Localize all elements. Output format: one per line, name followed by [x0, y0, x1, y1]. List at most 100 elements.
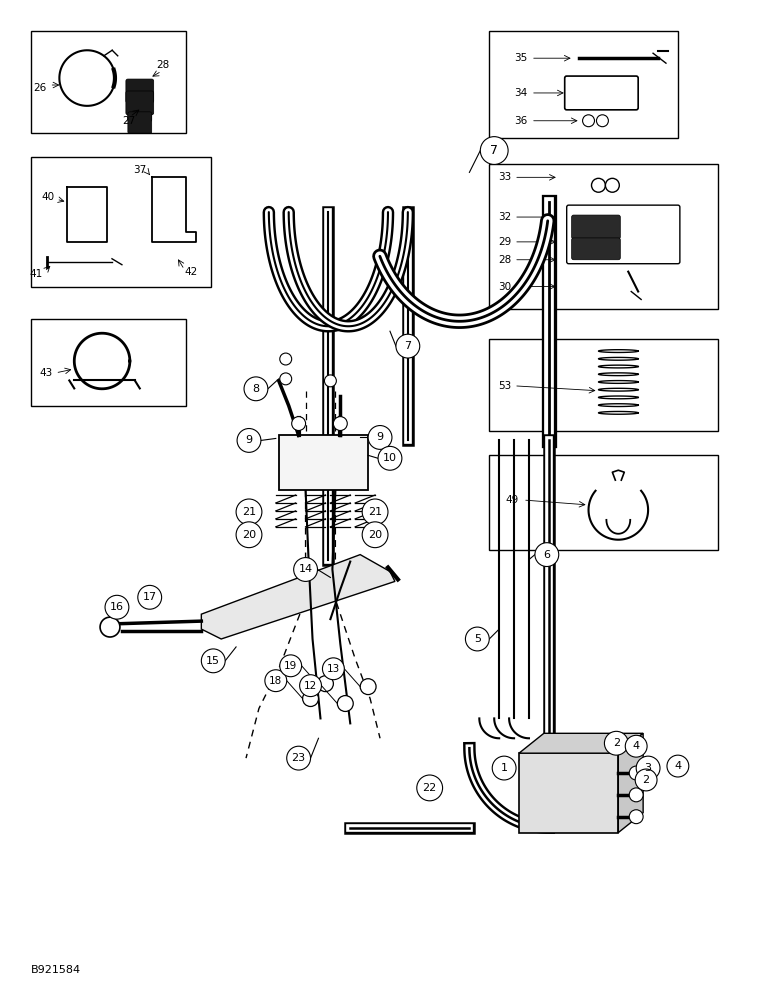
Polygon shape	[201, 555, 395, 639]
Circle shape	[236, 499, 262, 525]
Circle shape	[466, 627, 489, 651]
Text: 8: 8	[252, 384, 259, 394]
Circle shape	[667, 755, 689, 777]
FancyBboxPatch shape	[567, 205, 680, 264]
Circle shape	[279, 373, 292, 385]
Circle shape	[265, 670, 286, 692]
Circle shape	[378, 446, 402, 470]
Text: 34: 34	[513, 88, 527, 98]
Circle shape	[286, 746, 310, 770]
Text: 12: 12	[304, 681, 317, 691]
Polygon shape	[519, 733, 643, 753]
Circle shape	[236, 522, 262, 548]
FancyBboxPatch shape	[126, 91, 154, 115]
Text: 10: 10	[383, 453, 397, 463]
Text: 32: 32	[498, 212, 511, 222]
Text: 6: 6	[543, 550, 550, 560]
Bar	[489, 31, 678, 138]
Text: 30: 30	[498, 282, 511, 292]
Circle shape	[279, 655, 302, 677]
Text: 41: 41	[29, 269, 42, 279]
Circle shape	[303, 691, 319, 707]
Text: 27: 27	[122, 116, 135, 126]
Circle shape	[480, 137, 508, 164]
Circle shape	[137, 585, 161, 609]
Text: 40: 40	[41, 192, 54, 202]
Text: B921584: B921584	[31, 965, 81, 975]
Circle shape	[368, 426, 392, 449]
Circle shape	[201, 649, 225, 673]
Bar	[31, 319, 187, 406]
Text: 9: 9	[245, 435, 252, 445]
Circle shape	[292, 417, 306, 431]
Text: 2: 2	[642, 775, 650, 785]
Text: 28: 28	[498, 255, 511, 265]
Circle shape	[317, 676, 334, 692]
Circle shape	[629, 766, 643, 780]
Circle shape	[635, 769, 657, 791]
Text: 7: 7	[405, 341, 411, 351]
Text: 26: 26	[33, 83, 46, 93]
Bar	[31, 31, 187, 133]
Text: 43: 43	[39, 368, 52, 378]
Circle shape	[604, 731, 628, 755]
Text: 21: 21	[368, 507, 382, 517]
Circle shape	[597, 115, 608, 127]
Circle shape	[493, 756, 516, 780]
Text: 53: 53	[498, 381, 511, 391]
Bar	[519, 753, 618, 833]
Circle shape	[417, 775, 442, 801]
Circle shape	[361, 679, 376, 695]
Circle shape	[362, 522, 388, 548]
Circle shape	[300, 675, 321, 697]
Text: 14: 14	[299, 564, 313, 574]
Circle shape	[636, 756, 660, 780]
FancyBboxPatch shape	[128, 112, 152, 134]
Text: 21: 21	[242, 507, 256, 517]
Circle shape	[625, 735, 647, 757]
Circle shape	[279, 353, 292, 365]
Text: 15: 15	[206, 656, 220, 666]
Text: 23: 23	[292, 753, 306, 763]
Circle shape	[535, 543, 559, 567]
Text: 36: 36	[513, 116, 527, 126]
Bar	[489, 339, 718, 431]
Text: 28: 28	[157, 60, 170, 70]
Text: 19: 19	[284, 661, 297, 671]
Bar	[489, 455, 718, 550]
FancyBboxPatch shape	[126, 79, 154, 103]
Text: 49: 49	[506, 495, 519, 505]
Circle shape	[105, 595, 129, 619]
Circle shape	[323, 658, 344, 680]
Text: 29: 29	[498, 237, 511, 247]
Text: 4: 4	[632, 741, 640, 751]
Text: 1: 1	[501, 763, 508, 773]
Text: 4: 4	[674, 761, 682, 771]
Text: 9: 9	[377, 432, 384, 442]
Circle shape	[337, 696, 354, 711]
Circle shape	[591, 178, 605, 192]
Bar	[31, 157, 212, 287]
Text: 3: 3	[645, 763, 652, 773]
FancyBboxPatch shape	[571, 238, 620, 260]
Text: 42: 42	[185, 267, 198, 277]
Text: 35: 35	[513, 53, 527, 63]
Circle shape	[629, 788, 643, 802]
Circle shape	[237, 429, 261, 452]
Text: 20: 20	[368, 530, 382, 540]
Circle shape	[293, 558, 317, 581]
Circle shape	[605, 178, 619, 192]
Circle shape	[362, 499, 388, 525]
Circle shape	[396, 334, 420, 358]
Text: 16: 16	[110, 602, 124, 612]
Circle shape	[334, 417, 347, 431]
Polygon shape	[618, 733, 643, 833]
Text: 22: 22	[422, 783, 437, 793]
FancyBboxPatch shape	[571, 215, 620, 239]
Circle shape	[244, 377, 268, 401]
Text: 5: 5	[474, 634, 481, 644]
Circle shape	[629, 810, 643, 824]
FancyBboxPatch shape	[564, 76, 638, 110]
Text: 20: 20	[242, 530, 256, 540]
Text: 37: 37	[134, 165, 147, 175]
